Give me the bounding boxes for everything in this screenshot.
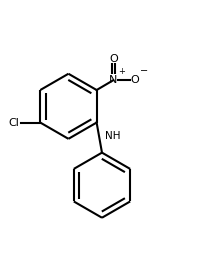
Text: +: + xyxy=(118,67,125,76)
Text: O: O xyxy=(131,75,139,85)
Text: N: N xyxy=(109,75,118,85)
Text: −: − xyxy=(140,66,148,76)
Text: Cl: Cl xyxy=(9,118,20,128)
Text: O: O xyxy=(109,54,118,65)
Text: NH: NH xyxy=(105,131,121,141)
